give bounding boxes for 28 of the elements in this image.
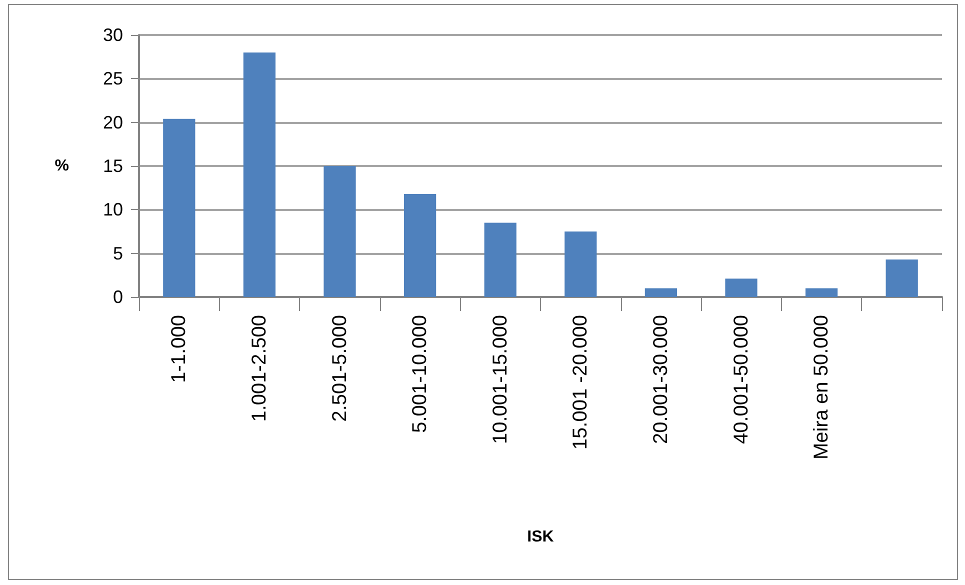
y-tick-label: 25 bbox=[102, 68, 123, 89]
x-tick-label: Meira en 50.000 bbox=[810, 315, 833, 460]
x-tick-label: 15.001 -20.000 bbox=[570, 315, 592, 450]
x-axis-title: ISK bbox=[527, 528, 554, 546]
x-tick-label: 1-1.000 bbox=[168, 315, 190, 383]
x-tick-label: 2.501-5.000 bbox=[328, 315, 351, 422]
x-tick-label: 20.001-30.000 bbox=[650, 315, 672, 444]
y-tick-label: 5 bbox=[112, 243, 123, 264]
bar bbox=[404, 194, 436, 297]
x-tick-label: 40.001-50.000 bbox=[730, 315, 752, 444]
y-tick-label: 15 bbox=[102, 156, 123, 176]
bar bbox=[644, 288, 678, 297]
y-tick-label: 30 bbox=[102, 25, 123, 45]
x-tick-label: 1.001-2.500 bbox=[248, 315, 270, 422]
bar bbox=[725, 278, 758, 297]
y-axis-title: % bbox=[54, 158, 69, 174]
bar bbox=[886, 259, 918, 297]
bar bbox=[805, 288, 838, 297]
x-tick-label: 10.001-15.000 bbox=[489, 315, 512, 444]
bar bbox=[564, 232, 597, 297]
y-tick-label: 0 bbox=[112, 287, 123, 307]
x-tick-label: 5.001-10.000 bbox=[409, 315, 432, 433]
bar bbox=[163, 118, 196, 297]
bar bbox=[243, 52, 276, 297]
y-tick-label: 10 bbox=[102, 200, 123, 220]
bar bbox=[484, 222, 516, 297]
y-tick-label: 20 bbox=[102, 112, 123, 132]
bar bbox=[324, 166, 356, 297]
